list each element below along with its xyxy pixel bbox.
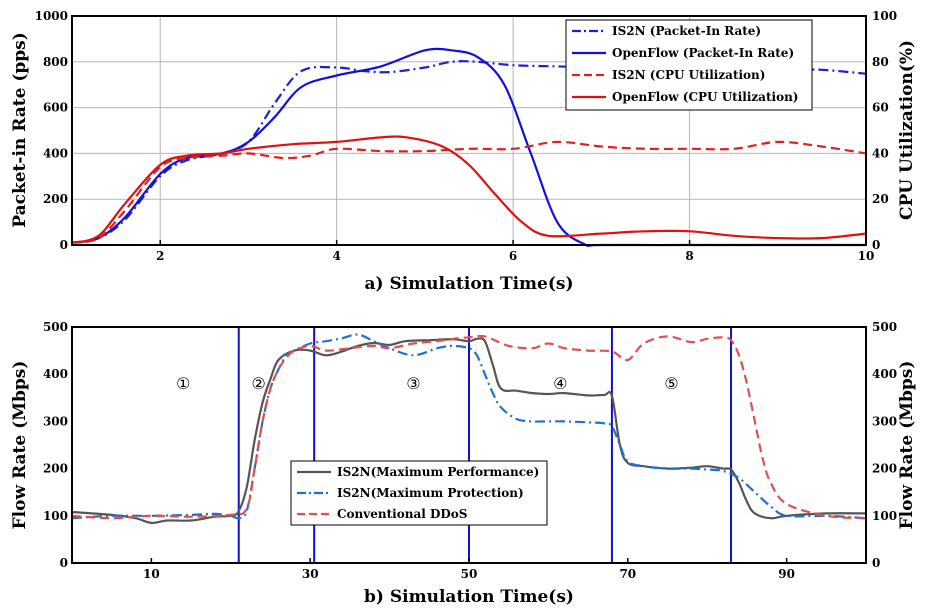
series-line-conventional-ddos — [71, 334, 867, 520]
chart-a-plot-frame — [71, 15, 867, 246]
y2-tick-label: 20 — [872, 192, 889, 206]
x-tick-label: 30 — [302, 567, 319, 581]
y-tick-label: 200 — [43, 462, 68, 476]
y2-tick-label: 300 — [872, 414, 897, 428]
chart-b-y2label: Flow Rate (Mbps) — [897, 361, 917, 530]
y2-tick-label: 80 — [872, 55, 889, 69]
y-tick-label: 0 — [60, 556, 68, 570]
legend-label: IS2N (CPU Utilization) — [612, 68, 765, 82]
chart-a-y2label: CPU Utilization(%) — [897, 40, 917, 220]
y-tick-label: 800 — [43, 55, 68, 69]
y2-tick-label: 500 — [872, 320, 897, 334]
chart-b-legend-box — [290, 460, 548, 526]
series-line-is2n-maximum-performance — [71, 337, 867, 525]
legend-label: IS2N (Packet-In Rate) — [612, 24, 761, 38]
series-line-openflow-cpu-utilization — [71, 135, 867, 244]
chart-b-xlabel: b) Simulation Time(s) — [364, 587, 574, 607]
phase-label: ② — [251, 374, 265, 393]
y-tick-label: 0 — [60, 238, 68, 252]
y2-tick-label: 100 — [872, 509, 897, 523]
y-tick-label: 100 — [43, 509, 68, 523]
y-tick-label: 1000 — [35, 9, 68, 23]
chart-b-series-layer — [71, 333, 867, 525]
legend-label: OpenFlow (CPU Utilization) — [612, 90, 798, 104]
x-tick-label: 70 — [619, 567, 636, 581]
y-tick-label: 300 — [43, 414, 68, 428]
y2-tick-label: 100 — [872, 9, 897, 23]
y-tick-label: 400 — [43, 367, 68, 381]
series-line-is2n-maximum-protection — [71, 333, 867, 520]
y-tick-label: 200 — [43, 192, 68, 206]
y2-tick-label: 0 — [872, 238, 880, 252]
chart-b-ticks: 10 30 50 70 90 0 100 200 300 400 500 0 100 200 300 400 5… — [43, 320, 897, 581]
y-tick-label: 500 — [43, 320, 68, 334]
chart-a-legend-box — [565, 19, 813, 111]
x-tick-label: 6 — [509, 249, 517, 263]
x-tick-label: 90 — [778, 567, 795, 581]
y2-tick-label: 60 — [872, 101, 889, 115]
chart-b-ylabel: Flow Rate (Mbps) — [10, 361, 30, 530]
legend-label: Conventional DDoS — [337, 507, 467, 521]
legend-label: IS2N(Maximum Protection) — [337, 486, 524, 500]
phase-label: ① — [176, 374, 190, 393]
phase-label: ③ — [406, 374, 420, 393]
chart-b: ① ② ③ ④ ⑤ 10 30 50 70 90 0 100 200 300 400 500 0 100 200 3… — [10, 320, 917, 607]
phase-label: ⑤ — [664, 374, 678, 393]
x-tick-label: 10 — [858, 249, 875, 263]
y-tick-label: 400 — [43, 146, 68, 160]
legend-label: IS2N(Maximum Performance) — [337, 465, 539, 479]
x-tick-label: 4 — [332, 249, 340, 263]
y2-tick-label: 400 — [872, 367, 897, 381]
y2-tick-label: 200 — [872, 462, 897, 476]
y2-tick-label: 40 — [872, 146, 889, 160]
x-tick-label: 50 — [461, 567, 478, 581]
x-tick-label: 2 — [156, 249, 164, 263]
chart-a-xlabel: a) Simulation Time(s) — [364, 274, 573, 294]
x-tick-label: 8 — [685, 249, 693, 263]
legend-label: OpenFlow (Packet-In Rate) — [612, 46, 794, 60]
phase-label: ④ — [553, 374, 567, 393]
chart-a-ylabel: Packet-in Rate (pps) — [10, 32, 30, 227]
y2-tick-label: 0 — [872, 556, 880, 570]
x-tick-label: 10 — [143, 567, 160, 581]
series-line-is2n-cpu-utilization — [71, 140, 867, 244]
chart-b-legend: IS2N(Maximum Performance) IS2N(Maximum Pr… — [290, 460, 548, 526]
y-tick-label: 600 — [43, 101, 68, 115]
chart-a-legend: IS2N (Packet-In Rate) OpenFlow (Packet-In… — [565, 19, 813, 111]
